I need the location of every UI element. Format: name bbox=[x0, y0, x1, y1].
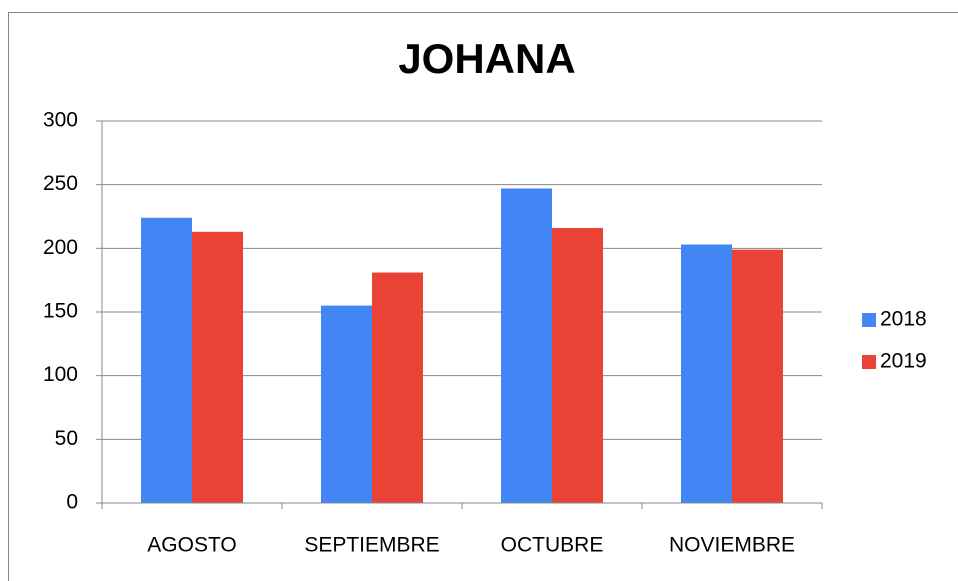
y-tick-label: 0 bbox=[66, 491, 78, 514]
bar bbox=[372, 272, 423, 503]
x-tick-label: NOVIEMBRE bbox=[669, 534, 795, 557]
y-tick-label: 250 bbox=[43, 172, 78, 195]
bar bbox=[192, 231, 243, 503]
y-tick-label: 50 bbox=[55, 427, 78, 450]
y-tick-label: 100 bbox=[43, 363, 78, 386]
x-tick-label: SEPTIEMBRE bbox=[304, 534, 439, 557]
bar bbox=[141, 217, 192, 504]
legend-swatch bbox=[862, 355, 876, 369]
chart-title: JOHANA bbox=[398, 35, 575, 82]
bar bbox=[681, 244, 732, 503]
y-tick-label: 150 bbox=[43, 300, 78, 323]
x-tick-label: AGOSTO bbox=[147, 534, 236, 557]
y-tick-label: 300 bbox=[43, 109, 78, 132]
legend-label: 2019 bbox=[880, 350, 927, 373]
legend-label: 2018 bbox=[880, 308, 927, 331]
legend-swatch bbox=[862, 313, 876, 327]
bar bbox=[552, 227, 603, 503]
bar bbox=[732, 249, 783, 503]
x-tick-label: OCTUBRE bbox=[501, 534, 604, 557]
y-tick-label: 200 bbox=[43, 236, 78, 259]
bar bbox=[501, 188, 552, 503]
bar bbox=[321, 305, 372, 503]
